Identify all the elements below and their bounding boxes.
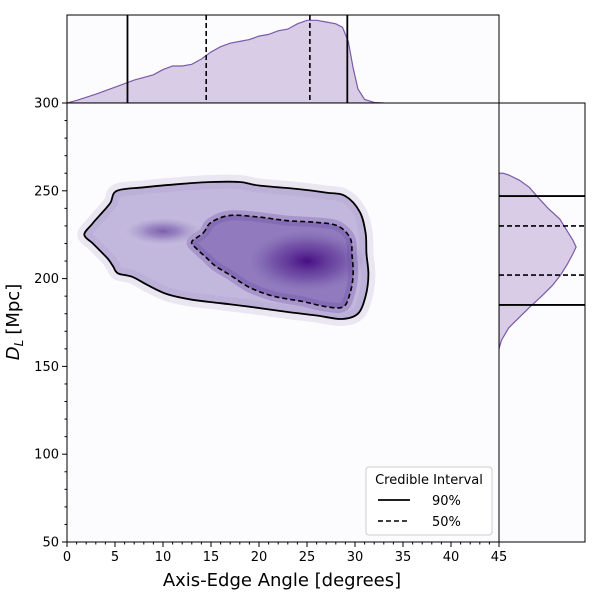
x-tick-label: 0 xyxy=(63,550,71,565)
y-tick-label: 100 xyxy=(34,448,59,463)
y-axis-title-unit: [Mpc] xyxy=(3,284,24,335)
y-axis-title-symbol: D xyxy=(3,346,24,360)
y-axis-ticks: 50 100 150 200 250 300 xyxy=(34,97,67,551)
x-tick-label: 10 xyxy=(155,550,172,565)
main-panel: 0 5 10 15 20 25 30 35 40 45 50 100 150 200 250 300 xyxy=(34,97,507,566)
y-axis-title: DL [Mpc] xyxy=(3,284,26,360)
x-tick-label: 20 xyxy=(251,550,268,565)
legend-box xyxy=(365,466,493,536)
right-marginal-intervals xyxy=(499,195,585,306)
right-marginal-panel xyxy=(498,102,586,543)
top-marginal-intervals xyxy=(126,15,349,103)
x-tick-label: 45 xyxy=(491,550,508,565)
density-left-lobe xyxy=(118,215,208,248)
legend-label-50: 50% xyxy=(432,515,461,530)
y-tick-label: 150 xyxy=(34,360,59,375)
top-marginal-kde xyxy=(67,19,384,103)
legend-label-90: 90% xyxy=(432,494,461,509)
x-axis-title: Axis-Edge Angle [degrees] xyxy=(163,570,401,591)
y-tick-label: 250 xyxy=(34,184,59,199)
x-tick-label: 35 xyxy=(395,550,412,565)
x-tick-label: 5 xyxy=(111,550,119,565)
x-tick-label: 15 xyxy=(203,550,220,565)
x-tick-label: 25 xyxy=(299,550,316,565)
density-peak xyxy=(249,231,365,292)
legend: Credible Interval 90% 50% xyxy=(365,466,493,536)
y-axis-title-subscript: L xyxy=(12,340,26,347)
y-tick-label: 200 xyxy=(34,272,59,287)
right-marginal-frame xyxy=(498,102,586,543)
y-tick-label: 300 xyxy=(34,97,59,112)
x-tick-label: 30 xyxy=(347,550,364,565)
x-tick-label: 40 xyxy=(443,550,460,565)
top-marginal-panel xyxy=(66,14,500,104)
x-axis-ticks: 0 5 10 15 20 25 30 35 40 45 xyxy=(63,542,507,565)
contour-90-percent xyxy=(83,180,370,320)
top-marginal-frame xyxy=(66,14,500,104)
y-tick-label: 50 xyxy=(42,536,59,551)
legend-title: Credible Interval xyxy=(375,473,483,488)
